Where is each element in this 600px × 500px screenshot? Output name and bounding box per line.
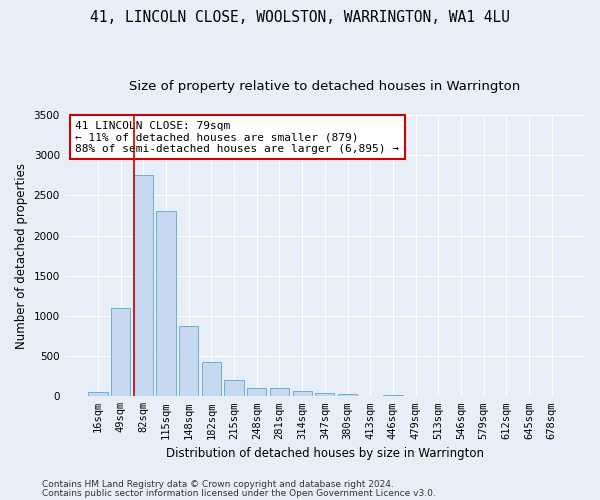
Bar	[338, 394, 357, 396]
Text: 41, LINCOLN CLOSE, WOOLSTON, WARRINGTON, WA1 4LU: 41, LINCOLN CLOSE, WOOLSTON, WARRINGTON,…	[90, 10, 510, 25]
Bar	[202, 362, 221, 396]
Bar	[247, 388, 266, 396]
Bar	[224, 380, 244, 396]
Bar	[315, 394, 334, 396]
Bar	[111, 308, 130, 396]
Bar	[88, 392, 107, 396]
Bar	[179, 326, 199, 396]
Text: 41 LINCOLN CLOSE: 79sqm
← 11% of detached houses are smaller (879)
88% of semi-d: 41 LINCOLN CLOSE: 79sqm ← 11% of detache…	[75, 120, 399, 154]
Text: Contains HM Land Registry data © Crown copyright and database right 2024.: Contains HM Land Registry data © Crown c…	[42, 480, 394, 489]
Bar	[157, 212, 176, 396]
Bar	[293, 392, 312, 396]
Y-axis label: Number of detached properties: Number of detached properties	[15, 162, 28, 348]
Bar	[270, 388, 289, 396]
Bar	[383, 394, 403, 396]
Title: Size of property relative to detached houses in Warrington: Size of property relative to detached ho…	[129, 80, 520, 93]
Bar	[134, 176, 153, 396]
X-axis label: Distribution of detached houses by size in Warrington: Distribution of detached houses by size …	[166, 447, 484, 460]
Text: Contains public sector information licensed under the Open Government Licence v3: Contains public sector information licen…	[42, 488, 436, 498]
